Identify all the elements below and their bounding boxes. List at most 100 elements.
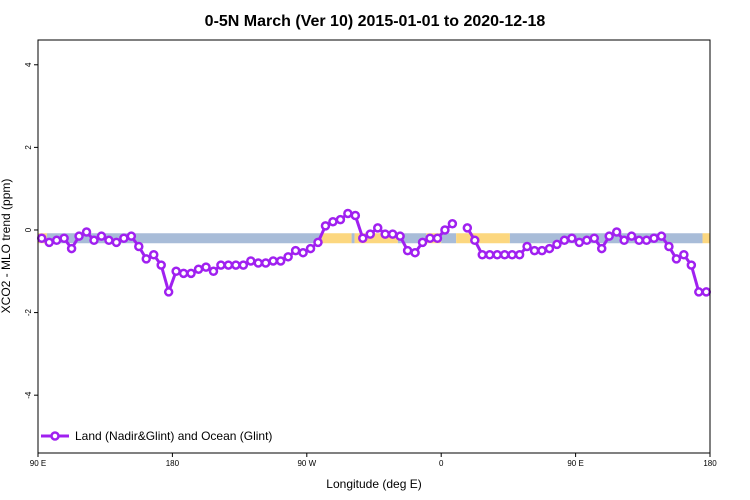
data-point	[596, 243, 607, 254]
data-point	[567, 233, 577, 243]
data-point	[387, 229, 398, 239]
data-point	[36, 233, 47, 243]
data-point	[111, 237, 122, 248]
data-point	[193, 264, 204, 274]
y-tick-label: 4	[24, 62, 33, 67]
y-tick-label: -4	[24, 391, 33, 399]
data-point	[260, 258, 271, 268]
data-point	[275, 256, 286, 266]
data-point	[134, 241, 144, 252]
data-point	[246, 256, 256, 266]
data-point	[305, 243, 316, 254]
data-point	[313, 237, 323, 248]
data-point	[656, 231, 667, 241]
data-point	[163, 287, 174, 297]
x-axis-label: Longitude (deg E)	[326, 477, 421, 491]
chart-title: 0-5N March (Ver 10) 2015-01-01 to 2020-1…	[205, 13, 546, 30]
data-point	[238, 260, 249, 270]
series-layer	[36, 208, 712, 297]
data-point	[372, 223, 383, 233]
y-axis-label: XCO2 - MLO trend (ppm)	[0, 179, 13, 314]
data-point	[104, 235, 114, 246]
data-point	[582, 235, 592, 246]
data-point	[552, 239, 562, 250]
x-tick-label: 90 E	[567, 459, 583, 468]
data-point	[492, 250, 502, 260]
data-point	[402, 245, 413, 256]
x-tick-label: 180	[703, 459, 717, 468]
data-point	[59, 233, 69, 243]
data-point	[141, 254, 152, 264]
data-point	[484, 250, 495, 260]
data-point	[694, 287, 704, 297]
y-tick-label: 2	[24, 145, 33, 150]
data-point	[44, 237, 54, 248]
legend: Land (Nadir&Glint) and Ocean (Glint)	[41, 429, 272, 443]
data-point	[440, 225, 450, 235]
data-point	[649, 233, 659, 243]
data-point	[298, 247, 308, 258]
data-point	[462, 223, 473, 233]
data-point	[320, 221, 331, 231]
data-point	[574, 237, 585, 248]
data-point	[686, 260, 697, 270]
data-point	[604, 231, 614, 241]
data-point	[559, 235, 570, 246]
data-point	[514, 250, 525, 260]
data-point	[216, 260, 226, 270]
data-point	[126, 231, 137, 241]
legend-marker	[50, 431, 60, 441]
data-point	[499, 250, 510, 260]
x-tick-label: 90 W	[297, 459, 316, 468]
data-point	[432, 233, 443, 243]
legend-label: Land (Nadir&Glint) and Ocean (Glint)	[75, 429, 272, 443]
data-point	[626, 231, 637, 241]
data-point	[186, 268, 196, 279]
data-point	[358, 233, 368, 243]
data-point	[66, 243, 77, 254]
y-tick-label: 0	[24, 227, 33, 232]
data-point	[283, 252, 293, 262]
data-point	[537, 245, 547, 256]
data-point	[119, 233, 129, 243]
data-point	[335, 214, 346, 225]
data-point	[589, 233, 600, 243]
data-point	[477, 250, 488, 260]
x-axis: 90 E 180 90 W 0 90 E 180	[30, 453, 717, 468]
data-point	[156, 260, 166, 270]
y-tick-label: -2	[24, 308, 33, 316]
data-point	[231, 260, 241, 270]
data-point	[664, 241, 674, 252]
data-point	[268, 256, 278, 266]
data-point	[290, 245, 301, 256]
data-point	[208, 266, 219, 277]
data-point	[328, 216, 338, 227]
data-point	[74, 231, 84, 241]
x-tick-label: 0	[439, 459, 444, 468]
data-point	[171, 266, 181, 277]
data-point	[417, 237, 428, 248]
data-point	[89, 235, 99, 246]
data-point	[619, 235, 629, 246]
data-point	[634, 235, 644, 246]
data-point	[253, 258, 264, 268]
data-point	[507, 250, 517, 260]
data-point	[425, 233, 435, 243]
data-point	[350, 210, 361, 221]
data-point	[223, 260, 234, 270]
x-tick-label: 180	[166, 459, 180, 468]
data-point	[148, 250, 159, 260]
data-point	[395, 231, 405, 241]
data-point	[522, 241, 532, 252]
data-point	[380, 229, 390, 239]
data-point	[701, 287, 712, 297]
data-point	[679, 250, 689, 260]
data-point	[343, 208, 353, 219]
data-point	[544, 243, 555, 254]
data-point	[178, 268, 189, 279]
data-point	[201, 262, 211, 272]
data-point	[447, 219, 458, 229]
data-point	[641, 235, 652, 246]
data-point	[81, 227, 92, 237]
